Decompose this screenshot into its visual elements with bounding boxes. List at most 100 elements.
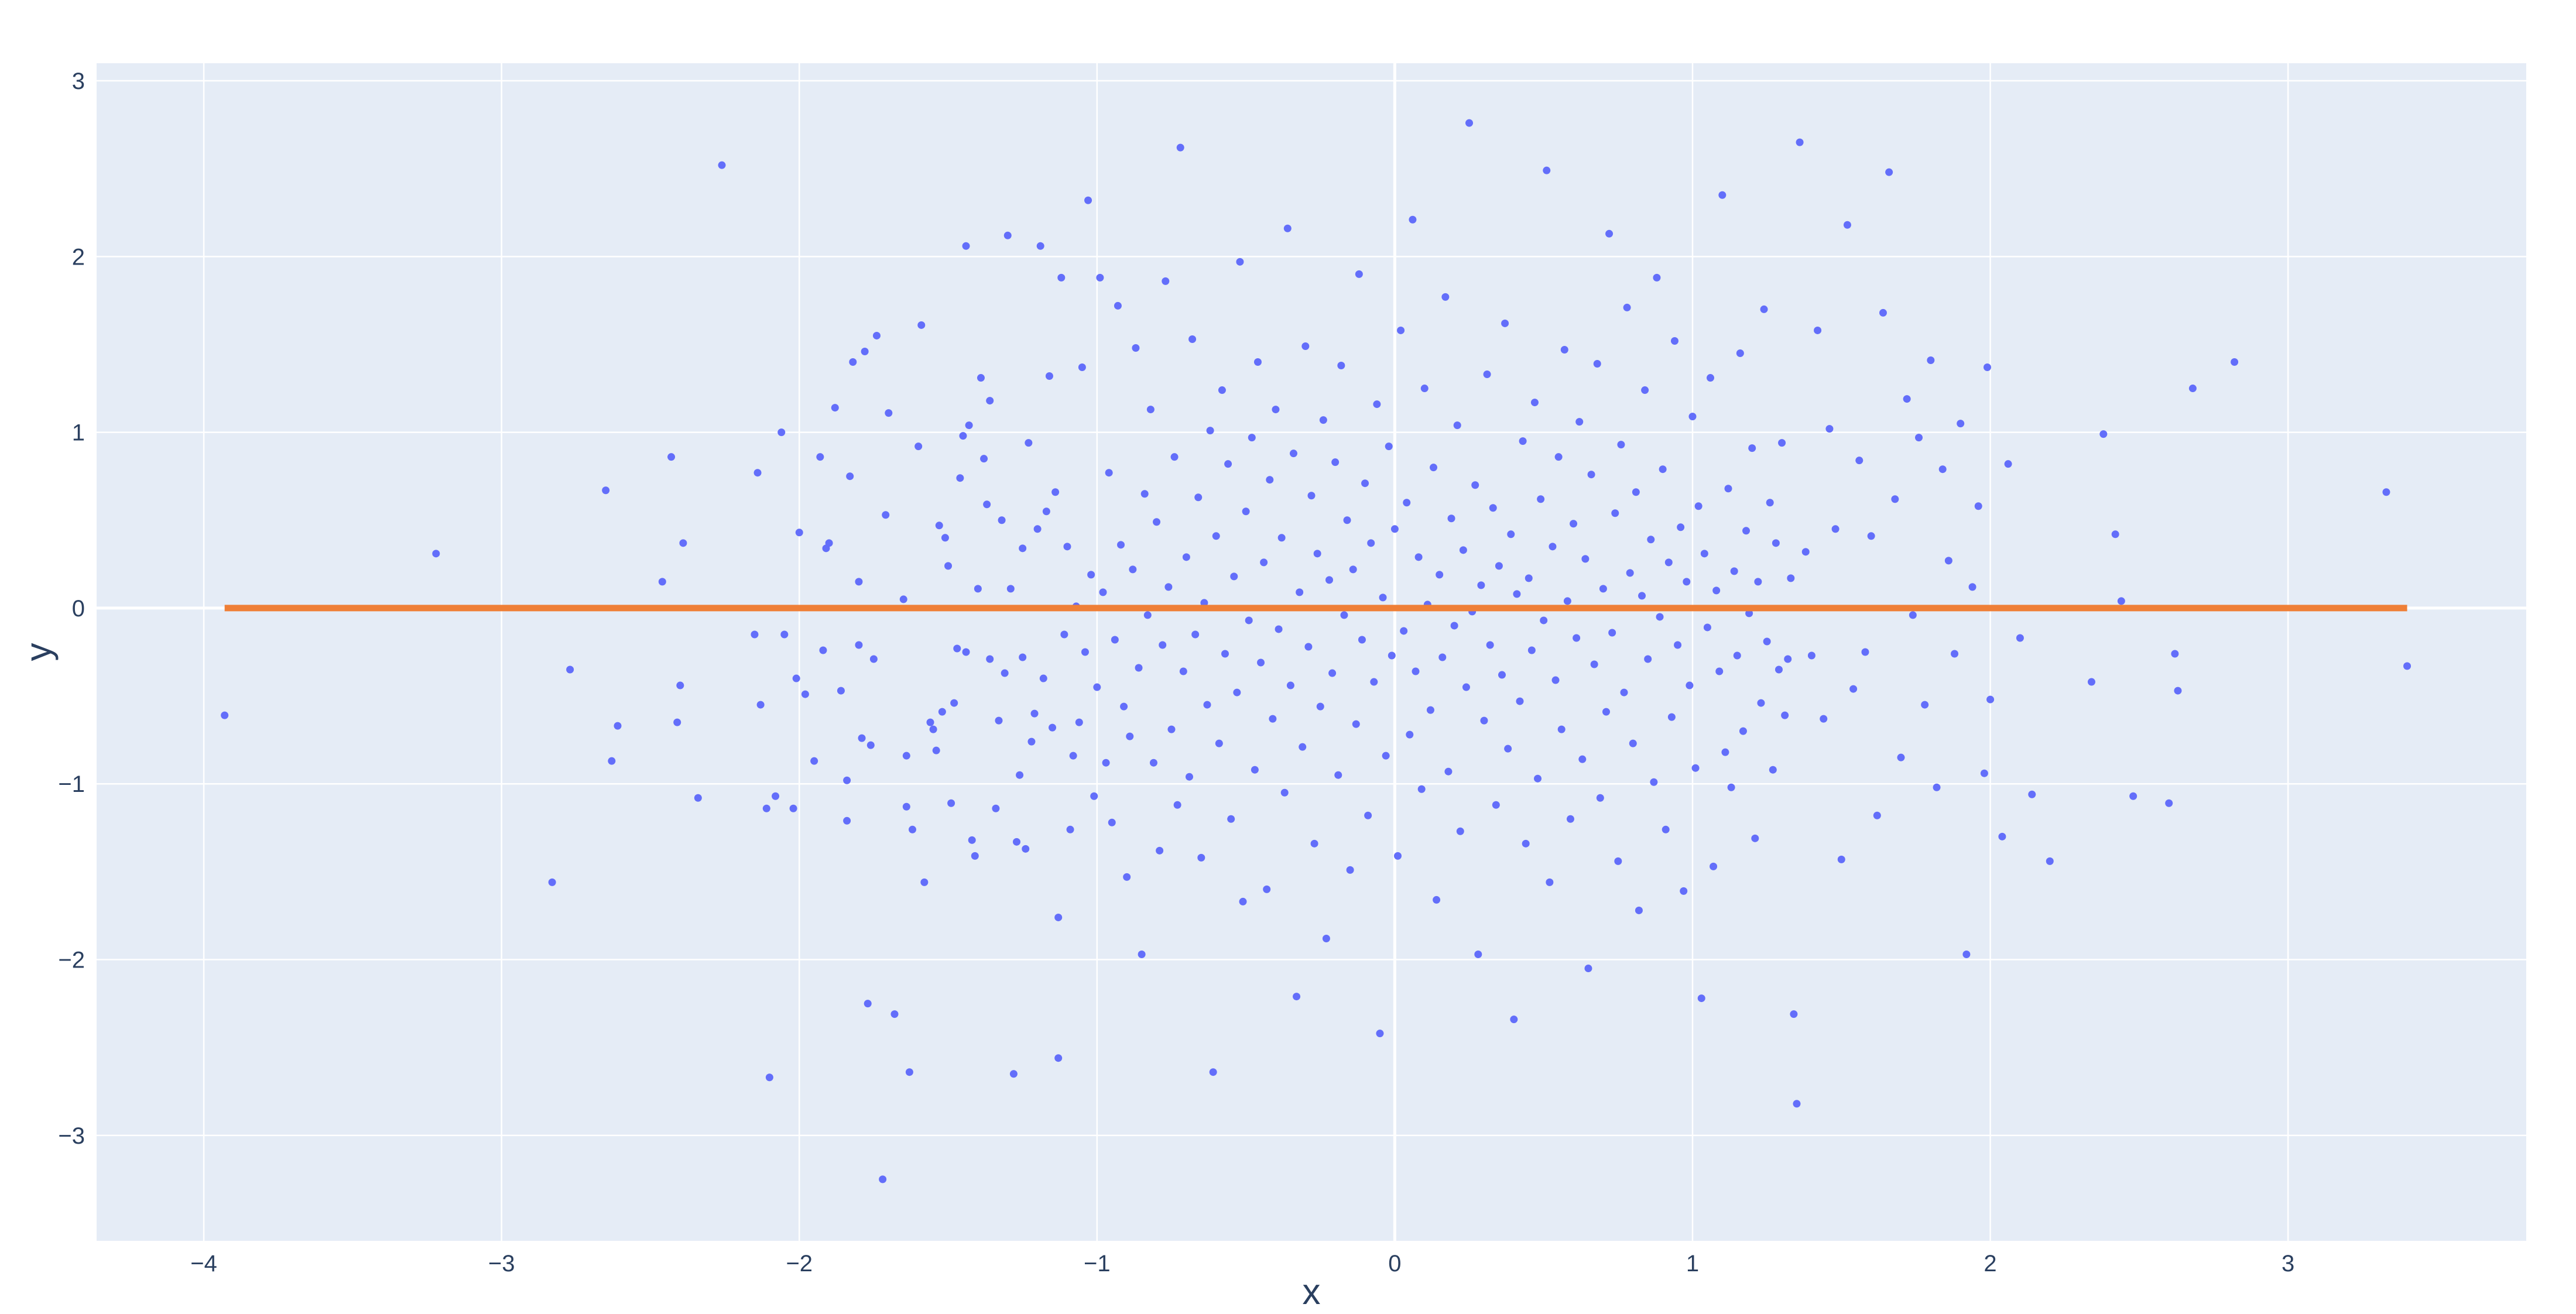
scatter-point: [2111, 530, 2119, 538]
scatter-point: [1063, 543, 1071, 551]
scatter-point: [432, 550, 440, 558]
scatter-point: [1694, 502, 1703, 510]
scatter-point: [1551, 676, 1560, 684]
scatter-point: [1019, 653, 1027, 661]
scatter-point: [1299, 743, 1307, 751]
scatter-point: [1352, 720, 1360, 728]
scatter-point: [1239, 897, 1247, 905]
scatter-point: [1718, 191, 1727, 199]
scatter-point: [1578, 755, 1587, 763]
scatter-point: [1156, 846, 1164, 855]
scatter-point: [872, 331, 881, 339]
scatter-point: [1608, 629, 1616, 637]
scatter-point: [962, 648, 970, 656]
y-axis-title: y: [18, 643, 59, 661]
scatter-point: [673, 718, 681, 726]
scatter-point: [1209, 1068, 1217, 1076]
scatter-point: [974, 585, 982, 593]
scatter-point: [968, 836, 976, 844]
scatter-point: [614, 722, 622, 730]
scatter-point: [1164, 583, 1173, 591]
scatter-point: [1593, 360, 1601, 368]
x-tick-label: 3: [2282, 1251, 2294, 1277]
scatter-point: [1373, 400, 1381, 409]
scatter-point: [1742, 527, 1751, 535]
scatter-point: [801, 690, 809, 698]
scatter-point: [1474, 951, 1482, 959]
scatter-point: [1980, 769, 1988, 777]
scatter-point: [1659, 465, 1667, 474]
scatter-point: [1873, 811, 1881, 819]
scatter-point: [1400, 627, 1408, 635]
scatter-point: [2046, 857, 2054, 865]
scatter-point: [1340, 611, 1348, 619]
scatter-point: [1051, 488, 1060, 496]
scatter-point: [2016, 634, 2024, 642]
scatter-point: [1807, 651, 1815, 660]
scatter-points: [221, 119, 2411, 1183]
scatter-point: [1182, 553, 1190, 561]
scatter-point: [2087, 678, 2095, 686]
scatter-point: [1081, 648, 1089, 656]
scatter-point: [1025, 439, 1033, 447]
scatter-point: [1403, 499, 1411, 507]
scatter-point: [1986, 695, 1995, 704]
scatter-point: [864, 1000, 872, 1008]
scatter-point: [789, 804, 797, 812]
scatter-point: [998, 516, 1006, 524]
scatter-point: [1129, 565, 1137, 574]
scatter-point: [986, 655, 994, 663]
scatter-point: [1724, 485, 1732, 493]
scatter-point: [879, 1175, 887, 1183]
scatter-point: [221, 711, 229, 719]
scatter-point: [1393, 852, 1402, 860]
scatter-point: [935, 522, 943, 530]
scatter-point: [1778, 439, 1786, 447]
scatter-point: [753, 469, 762, 477]
scatter-point: [1614, 857, 1622, 865]
scatter-point: [1009, 1070, 1018, 1078]
scatter-point: [929, 725, 937, 733]
scatter-point: [1277, 534, 1286, 542]
scatter-point: [914, 442, 923, 451]
scatter-point: [1459, 546, 1467, 554]
scatter-point: [1570, 520, 1578, 528]
scatter-point: [1176, 143, 1184, 152]
scatter-point: [1498, 671, 1506, 679]
scatter-point: [926, 718, 934, 726]
scatter-point: [1951, 650, 1959, 658]
scatter-point: [1647, 536, 1655, 544]
scatter-point: [858, 734, 866, 742]
scatter-point: [1534, 774, 1542, 783]
scatter-point: [1527, 646, 1536, 654]
scatter-point: [1343, 516, 1351, 524]
y-tick-label: 3: [72, 68, 85, 94]
scatter-point: [1837, 855, 1845, 863]
scatter-point: [1974, 502, 1982, 510]
x-tick-label: −3: [488, 1251, 515, 1277]
scatter-point: [1039, 674, 1047, 682]
scatter-point: [1135, 664, 1143, 672]
scatter-point: [1575, 418, 1584, 426]
scatter-point: [1027, 737, 1036, 746]
scatter-point: [1215, 739, 1223, 747]
scatter-point: [1397, 326, 1405, 334]
scatter-point: [819, 646, 827, 654]
scatter-point: [1998, 832, 2006, 840]
scatter-point: [1414, 553, 1423, 561]
scatter-point: [956, 474, 964, 482]
scatter-point: [1957, 420, 1965, 428]
scatter-point: [1120, 702, 1128, 711]
scatter-point: [1721, 748, 1729, 756]
scatter-point: [777, 428, 786, 437]
scatter-point: [1367, 539, 1375, 547]
scatter-point: [1105, 469, 1113, 477]
scatter-point: [1016, 771, 1024, 779]
scatter-point: [1390, 525, 1399, 533]
scatter-point: [882, 511, 890, 519]
scatter-point: [1266, 476, 1274, 484]
scatter-point: [1653, 273, 1661, 282]
y-tick-label: 1: [72, 420, 85, 446]
scatter-point: [679, 539, 687, 547]
